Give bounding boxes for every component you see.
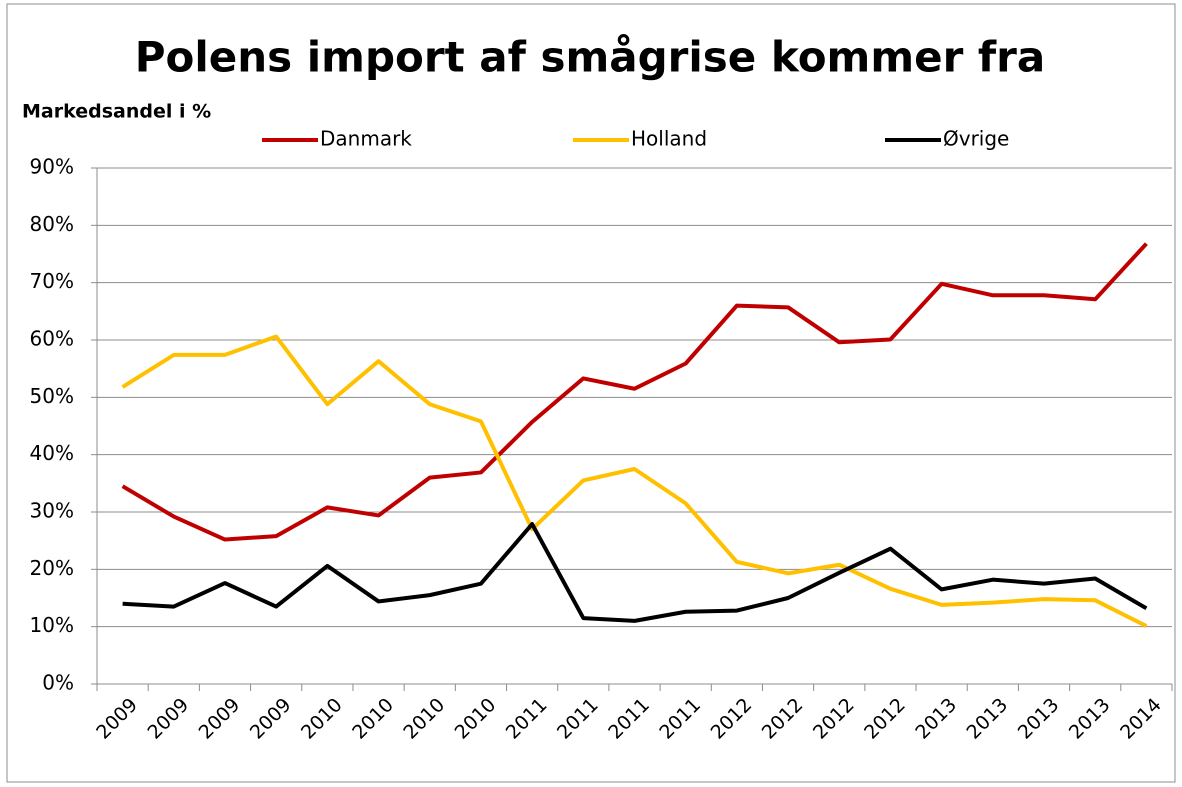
y-tick-label: 90% — [30, 155, 74, 179]
series-line — [121, 242, 1148, 542]
y-tick-label: 80% — [30, 212, 74, 236]
y-tick-label: 20% — [30, 556, 74, 580]
series-line — [122, 522, 1148, 623]
y-tick-label: 30% — [30, 499, 74, 523]
chart-title: Polens import af smågrise kommer fra — [135, 33, 1046, 82]
chart-border — [6, 3, 1176, 783]
y-tick-label: 10% — [30, 613, 74, 637]
legend-label: Holland — [631, 127, 707, 151]
y-tick-label: 50% — [30, 384, 74, 408]
y-tick-label: 60% — [30, 327, 74, 351]
y-tick-label: 40% — [30, 441, 74, 465]
y-tick-label: 70% — [30, 269, 74, 293]
series-line — [121, 334, 1148, 628]
legend-label: Danmark — [320, 127, 412, 151]
y-axis-label: Markedsandel i % — [22, 101, 211, 123]
y-tick-label: 0% — [42, 671, 74, 695]
legend-label: Øvrige — [943, 127, 1009, 151]
